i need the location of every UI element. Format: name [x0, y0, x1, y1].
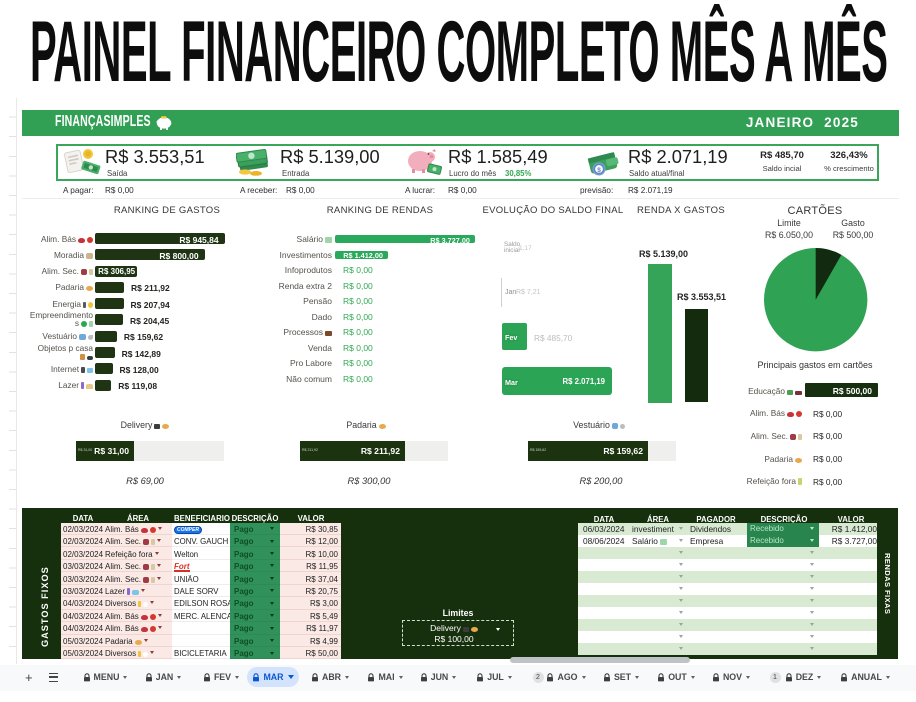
svg-text:$: $ — [597, 167, 601, 174]
